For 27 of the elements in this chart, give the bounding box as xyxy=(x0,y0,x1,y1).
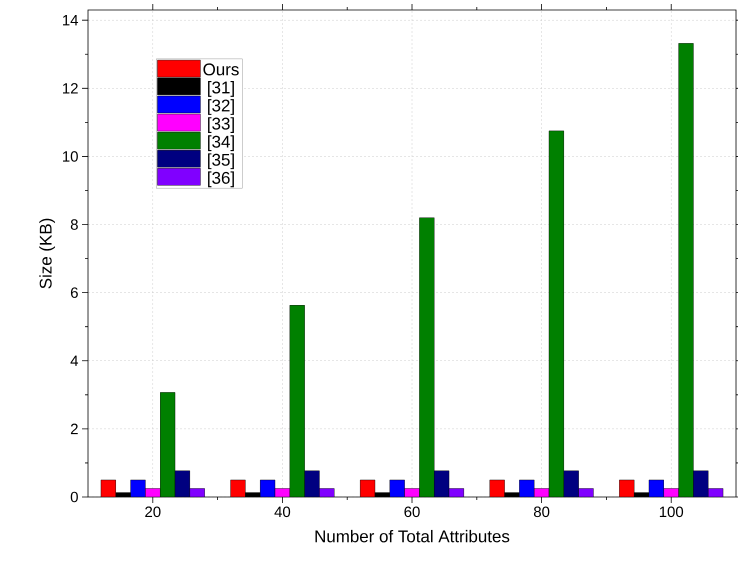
y-tick-label: 0 xyxy=(70,492,78,502)
legend-label: [33] xyxy=(208,117,234,133)
x-tick-label: 80 xyxy=(534,506,550,518)
y-tick-label: 4 xyxy=(70,356,78,366)
y-tick-label: 12 xyxy=(63,83,78,94)
legend-label: [34] xyxy=(208,135,234,152)
bar xyxy=(174,470,190,497)
y-tick-label: 8 xyxy=(70,219,78,230)
x-tick-label: 60 xyxy=(404,506,420,518)
y-tick-label: 2 xyxy=(70,424,78,434)
legend-label: [32] xyxy=(208,99,234,115)
legend-label: [31] xyxy=(208,81,234,97)
x-tick-label: 20 xyxy=(145,506,161,518)
bar xyxy=(693,470,708,497)
y-axis-title: Size (KB) xyxy=(39,218,56,288)
bar xyxy=(564,470,579,497)
x-axis-title: Number of Total Attributes xyxy=(316,530,510,542)
bar xyxy=(304,470,320,497)
legend-label: [35] xyxy=(208,153,234,170)
x-tick-label: 100 xyxy=(660,506,684,518)
legend-label: [36] xyxy=(208,171,234,188)
bar xyxy=(434,470,450,497)
y-tick-label: 10 xyxy=(63,151,78,162)
x-tick-label: 40 xyxy=(274,506,290,518)
y-tick-label: 14 xyxy=(63,15,78,26)
legend-label: Ours xyxy=(203,63,239,76)
y-tick-label: 6 xyxy=(70,287,78,298)
